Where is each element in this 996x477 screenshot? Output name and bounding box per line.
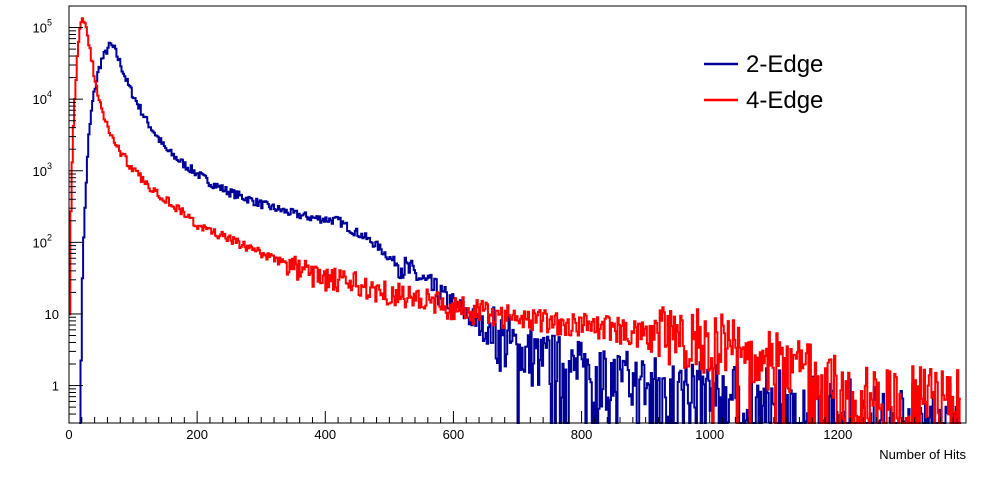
series-layer xyxy=(69,17,961,424)
x-axis: 0 200 400 600 800 1000 1200 xyxy=(65,411,954,442)
x-tick-label: 600 xyxy=(443,427,465,442)
x-tick-label: 800 xyxy=(571,427,593,442)
y-tick-label: 1 xyxy=(52,379,59,394)
x-tick-label: 200 xyxy=(186,427,208,442)
x-tick-label: 400 xyxy=(314,427,336,442)
y-tick-exponent: 3 xyxy=(47,161,52,171)
y-tick-exponent: 2 xyxy=(47,232,52,242)
legend: 2-Edge 4-Edge xyxy=(704,51,823,114)
y-tick-label: 10 xyxy=(45,307,59,322)
x-tick-label: 1000 xyxy=(695,427,724,442)
x-tick-label: 1200 xyxy=(823,427,852,442)
legend-label-2-edge: 2-Edge xyxy=(746,51,823,78)
y-tick-exponent: 5 xyxy=(47,18,52,28)
series-line-2-edge xyxy=(79,41,961,424)
y-tick-exponent: 4 xyxy=(47,89,52,99)
series-line-4-edge xyxy=(69,17,961,424)
legend-label-4-edge: 4-Edge xyxy=(746,87,823,114)
x-tick-label: 0 xyxy=(65,427,72,442)
x-axis-title: Number of Hits xyxy=(879,447,966,462)
